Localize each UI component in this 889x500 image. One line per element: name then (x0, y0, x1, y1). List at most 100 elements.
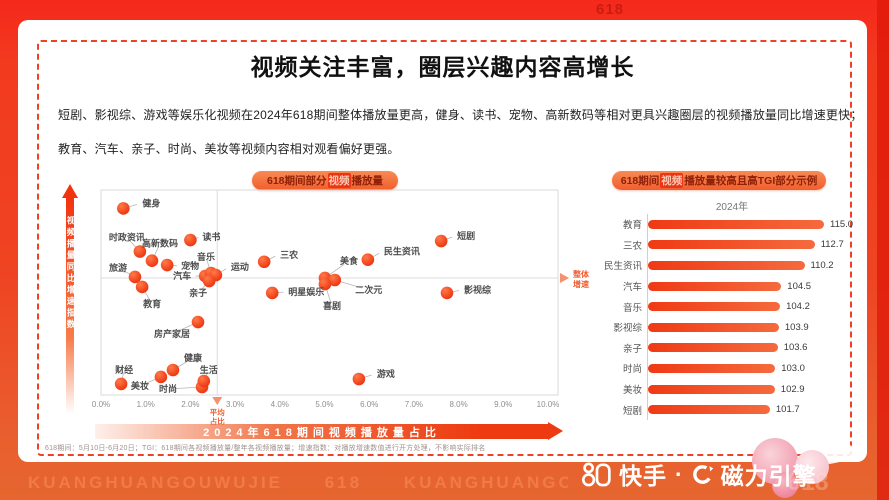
svg-text:生活: 生活 (200, 364, 218, 375)
bar (648, 363, 776, 373)
bar-row: 汽车 104.5 (598, 276, 866, 297)
svg-text:6.0%: 6.0% (360, 400, 378, 409)
engine-wordmark: 磁力引擎 (720, 463, 817, 489)
bar (648, 322, 779, 332)
bar-category-label: 时尚 (622, 364, 642, 376)
svg-text:5.0%: 5.0% (315, 400, 333, 409)
bar-badge-suffix: 播放量较高且高TGI部分示例 (684, 175, 818, 187)
y-axis-label: 视频播量同比增速指数 (66, 216, 76, 331)
scatter-badge-highlight: 视频 (327, 173, 351, 188)
bar-value: 102.9 (780, 383, 805, 395)
svg-text:增速: 增速 (573, 279, 589, 289)
svg-text:9.0%: 9.0% (494, 400, 512, 409)
watermark-618-top: 618 (596, 1, 625, 18)
svg-text:音乐: 音乐 (197, 251, 215, 262)
svg-text:平均: 平均 (210, 407, 225, 417)
y-axis-arrow-shaft (66, 197, 74, 414)
svg-text:财经: 财经 (114, 364, 133, 375)
bar-row: 教育 115.0 (598, 214, 866, 235)
bar-chart-title: 2024年 (715, 202, 749, 213)
svg-text:美食: 美食 (340, 255, 359, 266)
bar (648, 281, 782, 291)
x-axis-arrow-shaft: 2024年618期间视频播放量占比 (95, 424, 549, 439)
bar (648, 302, 781, 312)
y-axis-arrowhead-icon (62, 184, 78, 198)
flower-decoration (795, 450, 829, 484)
svg-text:健身: 健身 (142, 197, 160, 208)
bar-value: 103.9 (784, 321, 809, 333)
bar-row: 影视综 103.9 (598, 317, 866, 338)
flower-decoration (772, 472, 798, 498)
intro-line-2: 教育、汽车、亲子、时尚、美妆等视频内容相对观看偏好更强。 (58, 142, 400, 156)
content-card: 视频关注丰富，圈层兴趣内容高增长 短剧、影视综、游戏等娱乐化视频在2024年61… (18, 20, 867, 462)
scatter-chart-badge: 618期间部分 视频 播放量 (252, 171, 398, 190)
right-edge-strip (877, 0, 889, 500)
bar-category-label: 音乐 (622, 302, 642, 314)
bar-badge-prefix: 618期间 (620, 175, 660, 187)
svg-text:7.0%: 7.0% (405, 400, 423, 409)
svg-text:二次元: 二次元 (355, 284, 382, 295)
bar-category-label: 亲子 (622, 343, 642, 355)
svg-text:2.0%: 2.0% (181, 400, 199, 409)
svg-text:读书: 读书 (202, 231, 220, 242)
svg-text:高新数码: 高新数码 (142, 238, 178, 249)
svg-text:民生资讯: 民生资讯 (384, 246, 420, 257)
svg-text:健康: 健康 (184, 352, 203, 363)
svg-text:10.0%: 10.0% (537, 400, 560, 409)
bar-value: 115.0 (830, 218, 854, 230)
kuaishou-logo-icon (582, 462, 611, 486)
bar-row: 三农 112.7 (598, 235, 866, 256)
y-axis-arrow: 视频播量同比增速指数 (62, 184, 78, 414)
bar-row: 音乐 104.2 (598, 296, 866, 317)
svg-text:时尚: 时尚 (159, 383, 177, 394)
bar-row: 民生资讯 110.2 (598, 255, 866, 276)
bar-chart-axis-line (647, 214, 648, 420)
magnetic-engine-icon (692, 464, 713, 484)
bar-row: 短剧 101.7 (598, 399, 866, 420)
svg-text:汽车: 汽车 (173, 270, 191, 281)
svg-text:整体: 整体 (572, 269, 590, 279)
watermark-bottom: KUANGHUANGOUWUJIE 618 KUANGHUANGOUWUJIE (28, 473, 568, 492)
bar-row: 美妆 102.9 (598, 379, 866, 400)
bar-value: 112.7 (820, 239, 844, 251)
brand-logos: 快手 · 磁力引擎 (582, 456, 817, 492)
bar (648, 260, 805, 270)
x-axis-arrowhead-icon (548, 422, 563, 440)
footnote: 618期间：5月10日-6月20日；TGI：618期间各视频播放量/整年各视频播… (45, 445, 486, 452)
svg-text:房产家居: 房产家居 (154, 328, 190, 339)
svg-text:宠物: 宠物 (181, 260, 199, 271)
svg-text:1.0%: 1.0% (137, 400, 155, 409)
page-title: 视频关注丰富，圈层兴趣内容高增长 (250, 54, 635, 80)
bar-category-label: 美妆 (622, 385, 642, 397)
bar-rows: 教育 115.0 三农 112.7 民生资讯 110.2 汽车 104.5 音乐 104.2 影视综… (598, 214, 866, 420)
svg-text:喜剧: 喜剧 (323, 300, 341, 311)
bar-value: 103.6 (783, 342, 808, 354)
svg-text:8.0%: 8.0% (449, 400, 467, 409)
bar-category-label: 教育 (622, 220, 642, 232)
svg-text:游戏: 游戏 (377, 368, 395, 379)
x-axis-arrow: 2024年618期间视频播放量占比 (95, 422, 563, 442)
brand-separator: · (675, 460, 683, 487)
bar-category-label: 民生资讯 (603, 261, 642, 273)
bar-category-label: 三农 (622, 240, 642, 252)
svg-text:0.0%: 0.0% (92, 400, 110, 409)
bar-value: 103.0 (781, 362, 805, 374)
svg-text:4.0%: 4.0% (271, 400, 289, 409)
bar-value: 104.2 (786, 301, 810, 313)
bar-value: 110.2 (810, 259, 834, 271)
bar-value: 101.7 (775, 404, 800, 416)
bar-chart: 2024年 教育 115.0 三农 112.7 民生资讯 110.2 汽车 104.5 音乐 10… (598, 196, 866, 442)
bar-category-label: 影视综 (613, 323, 642, 335)
svg-text:明星娱乐: 明星娱乐 (288, 286, 324, 297)
watermark-618-bottom: 618 (787, 468, 829, 496)
bar (648, 219, 824, 229)
x-axis-title: 2024年618期间视频播放量占比 (203, 426, 441, 439)
intro-line-1: 短剧、影视综、游戏等娱乐化视频在2024年618期间整体播放量更高，健身、读书、… (58, 108, 863, 122)
svg-text:时政资讯: 时政资讯 (109, 232, 145, 243)
bar (648, 343, 778, 353)
kuaishou-wordmark: 快手 (619, 463, 667, 489)
scatter-badge-suffix: 播放量 (351, 175, 384, 187)
svg-text:亲子: 亲子 (189, 287, 207, 298)
